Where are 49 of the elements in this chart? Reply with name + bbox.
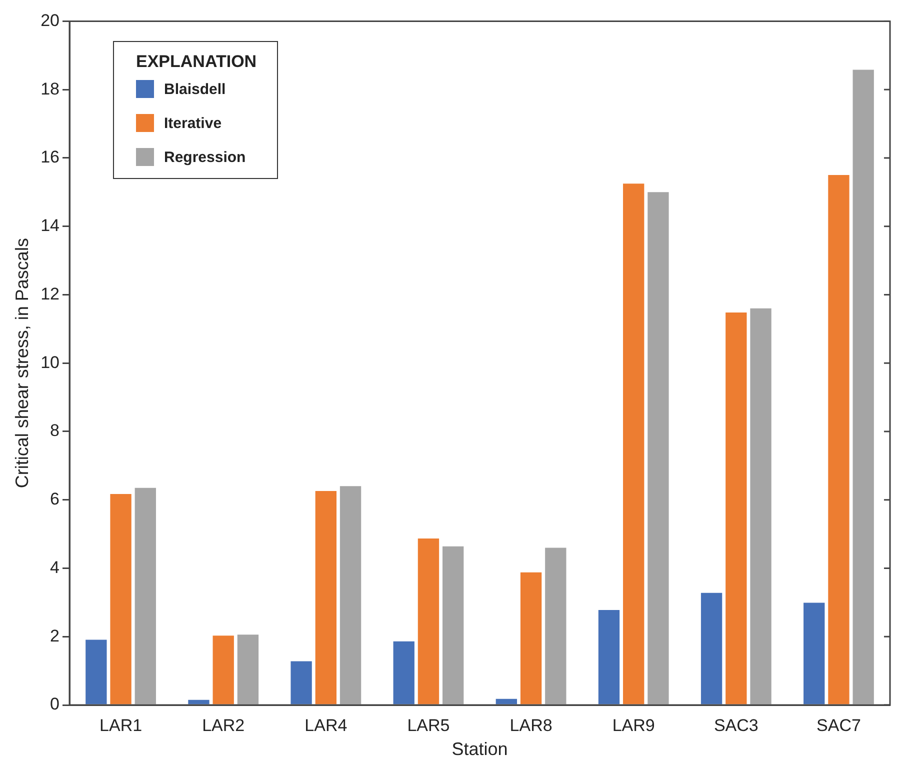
y-axis-title: Critical shear stress, in Pascals — [12, 238, 32, 488]
bar — [726, 312, 747, 704]
bar — [623, 184, 644, 704]
y-tick-label: 14 — [40, 216, 60, 236]
x-tick-label: LAR1 — [100, 716, 142, 735]
x-axis-title: Station — [452, 739, 508, 760]
bar — [700, 592, 722, 704]
y-tick-label: 2 — [50, 626, 60, 646]
bar — [648, 192, 669, 704]
legend-label: Regression — [164, 148, 246, 166]
bar — [442, 546, 464, 704]
bar — [393, 641, 414, 704]
legend-title: EXPLANATION — [136, 52, 257, 72]
y-tick-label: 20 — [40, 10, 60, 30]
y-tick-label: 16 — [40, 148, 60, 167]
bar — [598, 610, 620, 704]
bar — [315, 490, 336, 704]
bar — [828, 175, 850, 704]
y-tick-label: 10 — [40, 352, 60, 372]
bar — [750, 308, 772, 704]
bar — [418, 538, 440, 704]
bar — [134, 488, 156, 704]
bar — [188, 700, 210, 704]
y-tick-label: 12 — [40, 284, 60, 304]
bar — [804, 602, 825, 704]
bar — [237, 634, 259, 704]
x-tick-label: SAC3 — [714, 716, 758, 735]
bar — [340, 486, 362, 704]
y-tick-label: 8 — [50, 421, 60, 440]
x-tick-label: LAR5 — [407, 716, 450, 735]
x-tick-label: SAC7 — [816, 716, 861, 735]
y-tick-label: 6 — [50, 490, 60, 509]
y-tick-label: 0 — [50, 694, 60, 714]
bar — [496, 698, 518, 704]
bar — [110, 494, 132, 704]
x-tick-label: LAR4 — [304, 716, 348, 735]
legend-label: Iterative — [164, 114, 222, 132]
legend-label: Blaisdell — [164, 80, 226, 98]
bar — [852, 70, 874, 704]
x-tick-label: LAR9 — [612, 716, 655, 735]
bar — [86, 640, 107, 704]
y-tick-label: 18 — [40, 79, 60, 98]
bar — [545, 548, 566, 704]
bar — [520, 572, 542, 704]
bar — [290, 661, 312, 704]
x-tick-label: LAR2 — [202, 716, 245, 735]
x-tick-label: LAR8 — [510, 716, 552, 735]
bar — [212, 636, 234, 704]
y-tick-label: 4 — [50, 558, 60, 577]
